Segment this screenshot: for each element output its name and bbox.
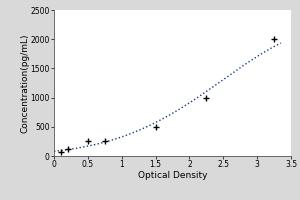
- X-axis label: Optical Density: Optical Density: [138, 171, 207, 180]
- Y-axis label: Concentration(pg/mL): Concentration(pg/mL): [20, 33, 29, 133]
